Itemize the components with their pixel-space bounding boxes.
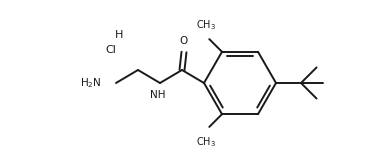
Text: NH: NH [150, 90, 166, 100]
Text: CH$_3$: CH$_3$ [196, 135, 216, 149]
Text: Cl: Cl [105, 45, 116, 55]
Text: H: H [115, 30, 124, 40]
Text: CH$_3$: CH$_3$ [196, 18, 216, 32]
Text: H$_2$N: H$_2$N [80, 76, 102, 90]
Text: O: O [180, 36, 188, 46]
